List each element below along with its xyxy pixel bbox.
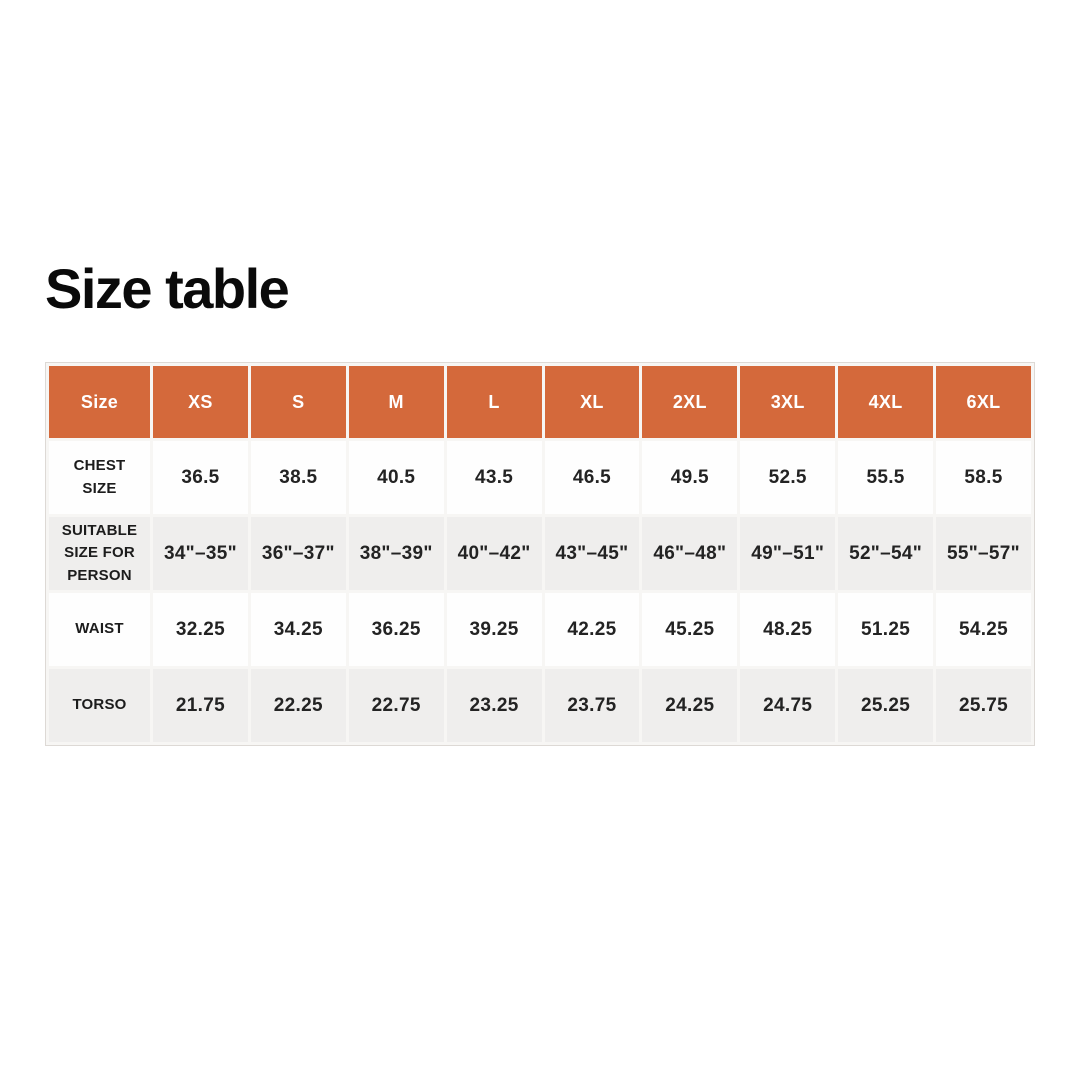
data-cell: 55.5 bbox=[838, 441, 933, 514]
data-cell: 38.5 bbox=[250, 441, 346, 514]
header-cell-xs: XS bbox=[153, 366, 248, 438]
header-cell-2xl: 2XL bbox=[642, 366, 738, 438]
data-cell: 52"–54" bbox=[838, 517, 933, 590]
data-cell: 40"–42" bbox=[446, 517, 542, 590]
data-cell: 58.5 bbox=[936, 441, 1031, 514]
data-cell: 23.25 bbox=[446, 669, 542, 742]
data-cell: 34.25 bbox=[250, 593, 346, 666]
data-cell: 24.25 bbox=[642, 669, 738, 742]
data-cell: 32.25 bbox=[153, 593, 248, 666]
header-cell-m: M bbox=[348, 366, 444, 438]
row-label-waist: WAIST bbox=[49, 593, 150, 666]
data-cell: 49"–51" bbox=[740, 517, 836, 590]
page-title: Size table bbox=[45, 257, 290, 320]
header-cell-s: S bbox=[250, 366, 346, 438]
header-cell-3xl: 3XL bbox=[740, 366, 836, 438]
data-cell: 51.25 bbox=[838, 593, 933, 666]
data-cell: 48.25 bbox=[740, 593, 836, 666]
table-header-row: Size XS S M L XL 2XL 3XL 4XL 6XL bbox=[49, 366, 1031, 438]
data-cell: 36"–37" bbox=[250, 517, 346, 590]
header-cell-size: Size bbox=[49, 366, 150, 438]
data-cell: 23.75 bbox=[544, 669, 640, 742]
data-cell: 22.25 bbox=[250, 669, 346, 742]
data-cell: 25.75 bbox=[936, 669, 1031, 742]
header-cell-6xl: 6XL bbox=[936, 366, 1031, 438]
data-cell: 36.5 bbox=[153, 441, 248, 514]
data-cell: 24.75 bbox=[740, 669, 836, 742]
data-cell: 54.25 bbox=[936, 593, 1031, 666]
size-table-grid: Size XS S M L XL 2XL 3XL 4XL 6XL CHEST S… bbox=[46, 363, 1034, 745]
data-cell: 45.25 bbox=[642, 593, 738, 666]
header-cell-xl: XL bbox=[544, 366, 640, 438]
data-cell: 36.25 bbox=[348, 593, 444, 666]
data-cell: 39.25 bbox=[446, 593, 542, 666]
data-cell: 43.5 bbox=[446, 441, 542, 514]
table-row-chest-size: CHEST SIZE 36.5 38.5 40.5 43.5 46.5 49.5… bbox=[49, 441, 1031, 514]
header-cell-4xl: 4XL bbox=[838, 366, 933, 438]
data-cell: 34"–35" bbox=[153, 517, 248, 590]
data-cell: 52.5 bbox=[740, 441, 836, 514]
data-cell: 46.5 bbox=[544, 441, 640, 514]
data-cell: 43"–45" bbox=[544, 517, 640, 590]
size-table: Size XS S M L XL 2XL 3XL 4XL 6XL CHEST S… bbox=[45, 362, 1035, 746]
data-cell: 46"–48" bbox=[642, 517, 738, 590]
data-cell: 40.5 bbox=[348, 441, 444, 514]
data-cell: 49.5 bbox=[642, 441, 738, 514]
row-label-chest-size: CHEST SIZE bbox=[49, 441, 150, 514]
table-row-waist: WAIST 32.25 34.25 36.25 39.25 42.25 45.2… bbox=[49, 593, 1031, 666]
header-cell-l: L bbox=[446, 366, 542, 438]
row-label-suitable-size: SUITABLE SIZE FOR PERSON bbox=[49, 517, 150, 590]
data-cell: 22.75 bbox=[348, 669, 444, 742]
row-label-torso: TORSO bbox=[49, 669, 150, 742]
data-cell: 25.25 bbox=[838, 669, 933, 742]
data-cell: 42.25 bbox=[544, 593, 640, 666]
data-cell: 55"–57" bbox=[936, 517, 1031, 590]
data-cell: 38"–39" bbox=[348, 517, 444, 590]
table-row-torso: TORSO 21.75 22.25 22.75 23.25 23.75 24.2… bbox=[49, 669, 1031, 742]
data-cell: 21.75 bbox=[153, 669, 248, 742]
table-row-suitable-size: SUITABLE SIZE FOR PERSON 34"–35" 36"–37"… bbox=[49, 517, 1031, 590]
